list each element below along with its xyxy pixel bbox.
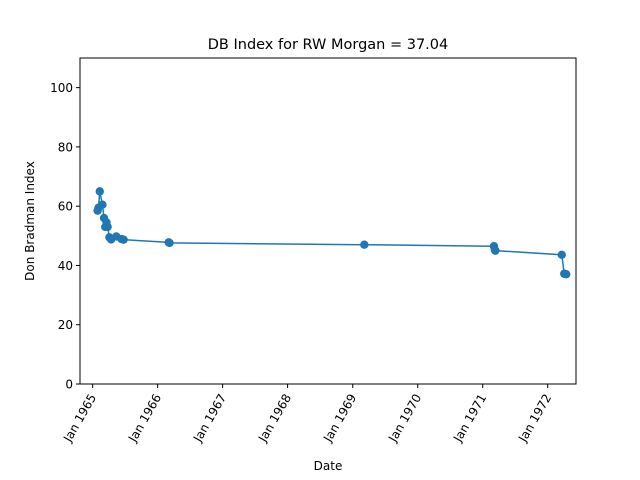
data-point bbox=[103, 222, 112, 232]
chart-title: DB Index for RW Morgan = 37.04 bbox=[208, 37, 448, 53]
data-point bbox=[119, 235, 128, 244]
data-point bbox=[491, 246, 500, 255]
y-tick-label: 0 bbox=[65, 378, 73, 392]
y-tick-label: 60 bbox=[58, 200, 73, 214]
y-axis-ticks: 0 20 40 60 80 100 bbox=[50, 81, 80, 392]
data-point bbox=[360, 240, 369, 249]
data-point bbox=[562, 270, 571, 279]
data-point bbox=[98, 200, 107, 209]
axes-frame bbox=[79, 57, 577, 385]
data-point bbox=[165, 238, 174, 248]
plot-area bbox=[93, 187, 571, 279]
x-axis-label: Date bbox=[314, 459, 343, 473]
y-tick-label: 100 bbox=[50, 81, 73, 95]
data-point bbox=[95, 187, 104, 196]
y-tick-label: 20 bbox=[58, 318, 73, 332]
y-tick-label: 40 bbox=[58, 259, 73, 273]
y-axis-label: Don Bradman Index bbox=[23, 161, 37, 281]
data-point bbox=[557, 250, 566, 259]
y-tick-label: 80 bbox=[58, 140, 73, 154]
